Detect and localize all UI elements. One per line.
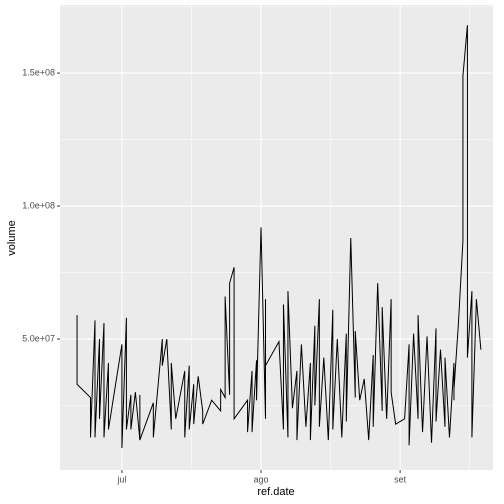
x-axis-title: ref.date [257,486,294,498]
y-tick-label: 1.5e+08 [22,67,55,77]
data-line [76,25,482,449]
y-axis-title: volume [6,220,18,255]
x-tick-label: jul [116,474,126,484]
y-tick-label: 1.0e+08 [22,200,55,210]
panel [60,5,493,470]
y-tick-label: 5.0e+07 [22,333,55,343]
x-tick-label: set [394,474,407,484]
x-tick-label: ago [254,474,269,484]
